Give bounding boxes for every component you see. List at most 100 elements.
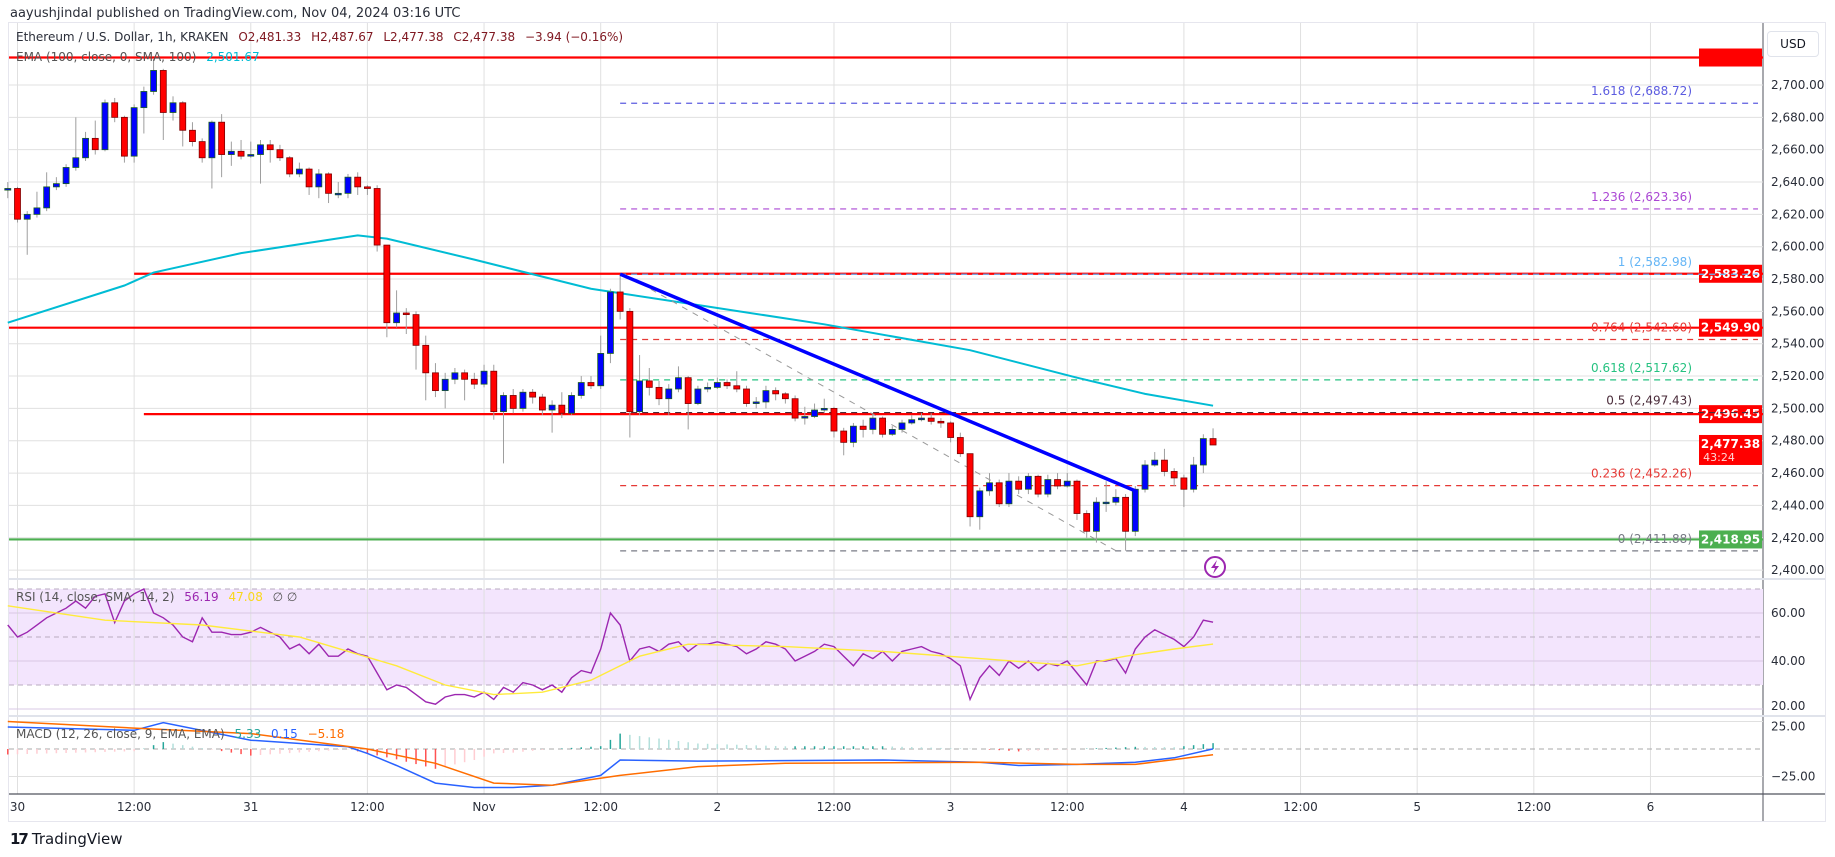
rsi-legend[interactable]: RSI (14, close, SMA, 14, 2) 56.19 47.08 … [16, 590, 303, 604]
candle-down [276, 149, 284, 159]
candle-up [869, 417, 877, 430]
candle-down [1073, 480, 1081, 514]
candle-down [189, 129, 196, 142]
candle-down [859, 425, 867, 430]
time-tick-label: 12:00 [350, 800, 385, 814]
tradingview-brand: 17 TradingView [10, 830, 123, 848]
candle-down [1170, 471, 1178, 479]
candle-down [325, 173, 332, 194]
candle-down [1161, 459, 1168, 472]
rsi-tick-label: 40.00 [1771, 654, 1805, 668]
candle-down [14, 188, 21, 220]
candle-up [441, 378, 449, 392]
price-level-badge-text: 2,583.26 [1701, 267, 1760, 281]
candle-down [927, 417, 935, 422]
candle-down [1034, 475, 1042, 495]
candle-down [733, 385, 741, 390]
price-tick-label: 2,560.00 [1771, 304, 1824, 318]
time-tick-label: 12:00 [1517, 800, 1552, 814]
ohlc-low: L2,477.38 [383, 30, 444, 44]
ema-label: EMA (100, close, 0, SMA, 100) [16, 50, 197, 64]
candle-up [43, 186, 51, 209]
time-tick-label: 12:00 [817, 800, 852, 814]
candle-up [344, 176, 352, 194]
candle-up [801, 416, 809, 419]
candle-down [1054, 479, 1061, 487]
candle-down [1209, 438, 1217, 446]
candle-up [577, 382, 585, 396]
candle-down [1122, 496, 1129, 532]
candle-down [723, 382, 731, 387]
candle-down [616, 291, 624, 312]
ema-legend[interactable]: EMA (100, close, 0, SMA, 100) 2,501.67 [16, 50, 266, 64]
price-tick-label: 2,700.00 [1771, 78, 1824, 92]
last-price-badge [1699, 434, 1762, 465]
chart-frame [8, 22, 1826, 822]
candle-down [937, 420, 945, 424]
time-tick-label: Nov [472, 800, 495, 814]
candle-down [1015, 480, 1023, 490]
candle-up [704, 386, 712, 390]
price-level-badge-text: 2,496.45 [1701, 407, 1760, 421]
candle-down [461, 372, 469, 380]
macd-legend[interactable]: MACD (12, 26, close, 9, EMA, EMA) 5.33 0… [16, 727, 350, 741]
candle-down [383, 244, 391, 324]
price-tick-label: 2,620.00 [1771, 207, 1824, 221]
fib-level-label: 1.618 (2,688.72) [1591, 84, 1692, 98]
rsi-ma-line [7, 605, 1214, 696]
lightning-icon[interactable] [1204, 556, 1226, 578]
candle-down [422, 344, 430, 374]
symbol-legend: Ethereum / U.S. Dollar, 1h, KRAKEN O2,48… [16, 30, 629, 44]
candle-down [791, 398, 799, 419]
candle-down [684, 377, 692, 404]
ema-100-line [7, 234, 1214, 407]
candle-up [752, 401, 760, 404]
candle-down [645, 380, 653, 388]
currency-button[interactable]: USD [1767, 31, 1819, 57]
price-level-badge-text: 2,418.95 [1701, 532, 1760, 546]
candle-down [490, 370, 498, 413]
candle-down [558, 404, 566, 414]
candle-up [1151, 459, 1159, 466]
candle-down [743, 388, 750, 404]
macd-label: MACD (12, 26, close, 9, EMA, EMA) [16, 727, 225, 741]
candle-down [879, 417, 886, 435]
candle-up [140, 91, 148, 109]
candle-up [1141, 464, 1149, 490]
time-tick-label: 12:00 [1283, 800, 1318, 814]
candle-up [393, 312, 400, 324]
ohlc-open: O2,481.33 [238, 30, 302, 44]
price-level-badge-text: 2,549.90 [1701, 321, 1760, 335]
candle-down [995, 482, 1003, 505]
candle-down [198, 141, 206, 159]
ohlc-change: −3.94 (−0.16%) [524, 30, 624, 44]
rsi-ma-value: 47.08 [228, 590, 263, 604]
lightning-icon-bolt [1211, 560, 1219, 574]
candle-down [509, 395, 517, 409]
symbol-name[interactable]: Ethereum / U.S. Dollar, 1h, KRAKEN [16, 30, 229, 44]
price-tick-label: 2,580.00 [1771, 272, 1824, 286]
candle-down [470, 378, 478, 385]
candle-down [412, 314, 420, 346]
candle-up [169, 102, 177, 113]
price-level-badge [1699, 264, 1762, 283]
time-tick-label: 30 [10, 800, 25, 814]
bearish-trendline [619, 272, 1136, 493]
candle-down [121, 116, 128, 157]
candle-up [23, 213, 31, 220]
candle-down [587, 382, 595, 387]
candle-up [315, 173, 323, 188]
candle-down [286, 157, 294, 175]
rsi-tick-label: 20.00 [1771, 699, 1805, 713]
time-tick-label: 12:00 [117, 800, 152, 814]
candle-up [62, 167, 70, 185]
candle-down [179, 102, 187, 131]
candle-down [956, 437, 964, 455]
candle-down [655, 386, 663, 400]
candle-down [1180, 477, 1188, 490]
candle-down [538, 396, 546, 411]
rsi-extra: ∅ ∅ [272, 590, 298, 604]
ema-value: 2,501.67 [206, 50, 260, 64]
candle-up [820, 407, 828, 411]
